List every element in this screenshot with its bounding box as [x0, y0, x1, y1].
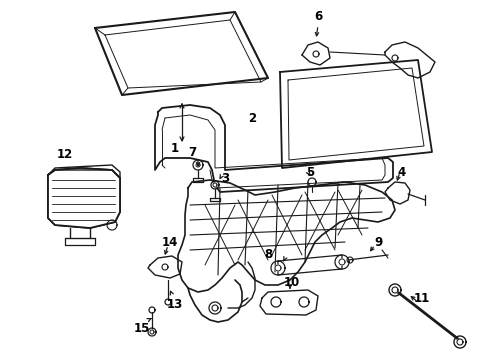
Polygon shape [392, 287, 398, 293]
Text: 8: 8 [264, 248, 272, 261]
Polygon shape [196, 163, 200, 167]
Text: 15: 15 [134, 321, 150, 334]
Text: 2: 2 [248, 112, 256, 125]
Text: 10: 10 [284, 275, 300, 288]
Text: 5: 5 [306, 166, 314, 179]
Text: 11: 11 [414, 292, 430, 305]
Text: 12: 12 [57, 148, 73, 162]
Polygon shape [212, 305, 218, 311]
Text: 13: 13 [167, 298, 183, 311]
Text: 9: 9 [374, 235, 382, 248]
Text: 6: 6 [314, 9, 322, 22]
Text: 7: 7 [188, 145, 196, 158]
Polygon shape [275, 265, 281, 271]
Text: 14: 14 [162, 235, 178, 248]
Polygon shape [150, 330, 154, 334]
Text: 4: 4 [398, 166, 406, 179]
Polygon shape [457, 339, 463, 345]
Text: 1: 1 [171, 141, 179, 154]
Polygon shape [48, 168, 120, 228]
Polygon shape [213, 183, 217, 187]
Polygon shape [339, 259, 345, 265]
Text: 3: 3 [221, 171, 229, 184]
